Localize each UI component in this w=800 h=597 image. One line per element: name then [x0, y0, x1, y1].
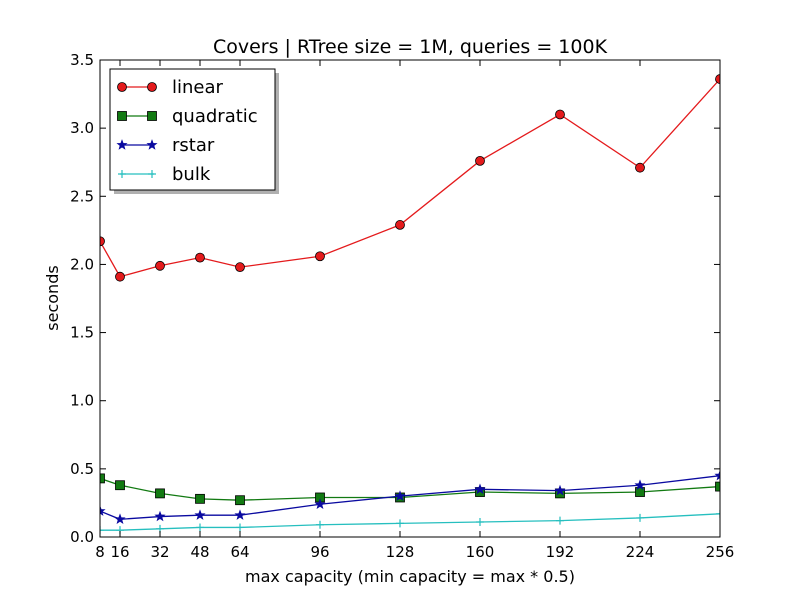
data-point-linear	[715, 74, 720, 84]
legend-entry-linear: linear	[117, 77, 224, 98]
y-tick-label: 1.5	[70, 324, 94, 342]
y-tick-label: 0.0	[70, 528, 94, 546]
data-point-quadratic	[635, 487, 645, 497]
x-tick-label: 8	[95, 543, 105, 561]
x-tick-label: 96	[310, 543, 329, 561]
data-point-rstar	[314, 498, 326, 510]
x-tick-label: 192	[546, 543, 575, 561]
legend-marker	[147, 111, 157, 121]
y-tick-label: 2.0	[70, 255, 94, 273]
legend-marker	[118, 170, 126, 178]
x-tick-label: 224	[626, 543, 655, 561]
x-tick-label: 64	[230, 543, 249, 561]
data-point-rstar	[114, 513, 126, 525]
legend-entry-quadratic: quadratic	[117, 106, 258, 127]
legend-label: quadratic	[172, 106, 258, 127]
data-point-rstar	[714, 469, 720, 481]
data-point-rstar	[634, 479, 646, 490]
data-point-linear	[195, 252, 205, 263]
data-point-quadratic	[715, 481, 720, 492]
data-point-rstar	[234, 509, 246, 520]
data-point-quadratic	[115, 480, 125, 491]
data-point-quadratic	[155, 488, 165, 499]
legend-marker	[147, 82, 157, 92]
data-point-linear	[235, 262, 245, 273]
y-tick-label: 2.5	[70, 187, 94, 205]
x-tick-label: 128	[386, 543, 415, 561]
data-point-rstar	[554, 484, 566, 496]
axes: 8 16 32 48 64 96 128 160 192 224 256 0.0 0.5 1.0 1.5 2.…	[70, 51, 734, 561]
data-point-bulk	[236, 523, 244, 532]
x-tick-label: 32	[150, 543, 169, 561]
data-point-linear	[315, 251, 325, 262]
legend-label: rstar	[172, 135, 215, 156]
data-point-rstar	[394, 490, 406, 501]
data-point-linear	[635, 162, 645, 173]
data-point-linear	[100, 236, 105, 247]
data-point-linear	[475, 155, 485, 166]
data-point-rstar	[474, 483, 486, 495]
data-point-bulk	[316, 520, 324, 529]
data-point-rstar	[100, 505, 106, 516]
legend-box	[109, 68, 276, 191]
x-tick-label: 256	[706, 543, 735, 561]
data-point-quadratic	[235, 495, 245, 506]
data-point-rstar	[154, 510, 166, 522]
x-tick-label: 160	[466, 543, 495, 561]
data-point-rstar	[194, 509, 206, 520]
series-rstar	[100, 469, 720, 525]
data-point-bulk	[556, 516, 564, 525]
series-bulk	[100, 509, 720, 535]
legend-marker	[117, 82, 127, 92]
chart-title: Covers | RTree size = 1M, queries = 100K	[213, 36, 608, 58]
data-point-linear	[555, 109, 565, 120]
data-point-bulk	[196, 523, 204, 532]
y-tick-label: 1.0	[70, 392, 94, 410]
legend-label: bulk	[172, 164, 211, 185]
legend-entry-rstar: rstar	[116, 135, 215, 156]
legend-marker	[146, 139, 158, 150]
plot-area	[100, 74, 720, 535]
data-point-bulk	[396, 519, 404, 528]
y-axis-title: seconds	[43, 265, 62, 330]
plot-frame	[99, 59, 721, 538]
data-point-linear	[395, 220, 405, 230]
x-axis-title: max capacity (min capacity = max * 0.5)	[245, 567, 575, 586]
legend-label: linear	[172, 77, 224, 98]
legend-marker	[148, 170, 156, 178]
y-tick-label: 0.5	[70, 460, 94, 478]
legend-entry-bulk: bulk	[118, 164, 211, 185]
x-tick-label: 48	[190, 543, 209, 561]
data-point-linear	[155, 260, 165, 271]
y-tick-label: 3.0	[70, 119, 94, 137]
data-point-bulk	[636, 513, 644, 522]
data-point-bulk	[100, 526, 104, 535]
series-linear	[100, 74, 720, 282]
data-point-linear	[115, 271, 125, 282]
x-tick-label: 16	[110, 543, 129, 561]
legend: linear quadratic rstar bulk	[109, 68, 279, 194]
y-tick-label: 3.5	[70, 51, 94, 69]
data-point-bulk	[476, 518, 484, 527]
data-point-quadratic	[100, 473, 105, 484]
data-point-quadratic	[195, 493, 205, 504]
legend-marker	[116, 139, 128, 150]
data-point-bulk	[716, 509, 720, 518]
legend-marker	[117, 111, 127, 121]
